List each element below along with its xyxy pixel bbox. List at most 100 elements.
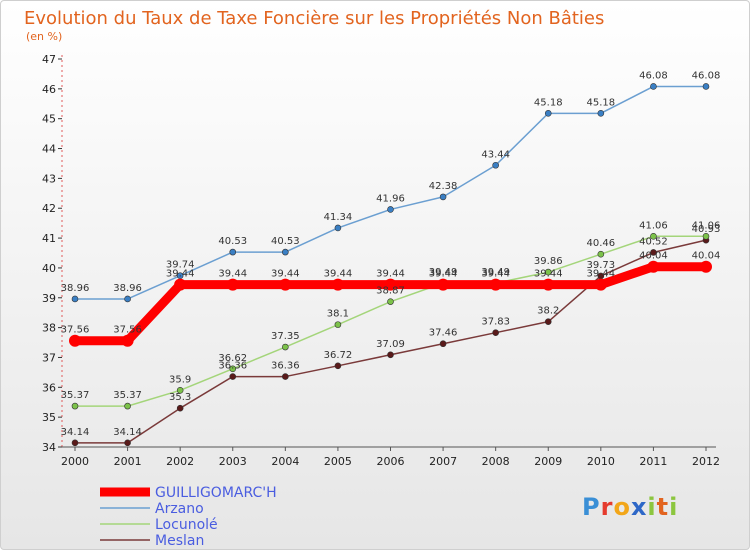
- data-point: [279, 278, 292, 291]
- data-label: 40.04: [639, 251, 668, 262]
- y-tick-label: 38: [42, 322, 56, 335]
- proxiti-logo: Proxiti: [582, 493, 677, 521]
- data-labels: 37.56 37.56 39.44 39.44 39.44 39.44 39.44 39.44…: [61, 70, 721, 437]
- data-label: 39.44: [429, 269, 458, 280]
- series-meslan: [71, 236, 710, 447]
- data-label: 37.35: [271, 331, 300, 342]
- legend-item: Meslan: [100, 533, 204, 549]
- data-label: 38.87: [376, 286, 405, 297]
- data-label: 35.37: [61, 390, 90, 401]
- data-point: [650, 83, 657, 90]
- data-label: 38.2: [537, 306, 559, 317]
- x-tick-label: 2005: [324, 455, 352, 468]
- y-tick-label: 39: [42, 292, 56, 305]
- data-label: 36.62: [218, 353, 247, 364]
- data-label: 34.14: [61, 427, 90, 438]
- data-point: [597, 110, 605, 117]
- x-tick-label: 2000: [61, 455, 89, 468]
- data-label: 41.34: [324, 212, 353, 223]
- data-point: [387, 298, 394, 305]
- data-label: 36.36: [271, 361, 300, 372]
- data-point: [439, 340, 447, 348]
- data-label: 38.96: [61, 283, 90, 294]
- data-point: [700, 260, 712, 273]
- legend-label: Arzano: [155, 501, 204, 517]
- x-tick-label: 2002: [166, 455, 194, 468]
- y-tick-label: 45: [42, 113, 56, 126]
- x-tick-label: 2011: [639, 455, 667, 468]
- data-label: 39.73: [587, 260, 616, 271]
- x-tick-label: 2004: [271, 455, 299, 468]
- data-point: [331, 278, 344, 291]
- x-tick-label: 2008: [482, 455, 510, 468]
- y-tick-label: 37: [42, 351, 56, 364]
- data-point: [229, 365, 237, 373]
- data-point: [69, 334, 81, 347]
- chart-subtitle: (en %): [26, 30, 62, 43]
- data-point: [489, 278, 502, 291]
- data-point: [647, 260, 660, 273]
- data-point: [71, 402, 79, 410]
- data-label: 35.37: [113, 390, 142, 401]
- axes: 34 35 36 37 38 39 40 41 42 43 44 45 46 47 2000 2001 2002…: [42, 53, 720, 468]
- data-point: [492, 329, 499, 336]
- data-point: [702, 83, 710, 90]
- data-label: 37.09: [376, 339, 405, 350]
- y-tick-label: 47: [42, 53, 56, 66]
- data-point: [282, 343, 289, 351]
- data-point: [282, 373, 289, 380]
- x-tick-label: 2006: [377, 455, 405, 468]
- y-tick-label: 42: [42, 202, 56, 215]
- x-tick-label: 2009: [534, 455, 562, 468]
- data-point: [594, 278, 607, 291]
- data-label: 39.44: [534, 269, 563, 280]
- data-label: 40.53: [271, 236, 300, 247]
- data-label: 36.36: [218, 361, 247, 372]
- data-point: [387, 206, 394, 213]
- y-tick-label: 41: [42, 232, 56, 245]
- legend-item: GUILLIGOMARC'H: [100, 485, 277, 501]
- data-point: [282, 248, 289, 256]
- data-label: 45.18: [534, 97, 563, 108]
- data-label: 39.44: [166, 269, 195, 280]
- data-label: 37.83: [481, 317, 510, 328]
- data-label: 41.06: [639, 220, 668, 231]
- data-label: 39.86: [534, 256, 563, 267]
- data-point: [544, 110, 552, 117]
- data-label: 39.44: [324, 269, 353, 280]
- data-label: 41.06: [692, 220, 721, 231]
- data-label: 40.93: [692, 224, 721, 235]
- data-label: 40.52: [639, 236, 668, 247]
- data-label: 42.38: [429, 181, 458, 192]
- data-point: [174, 278, 187, 291]
- legend-label: GUILLIGOMARC'H: [155, 485, 277, 501]
- series-guilligomarch: [69, 260, 712, 347]
- data-label: 38.1: [327, 309, 349, 320]
- legend-item: Locunolé: [100, 517, 218, 533]
- data-point: [176, 404, 184, 412]
- data-point: [544, 318, 552, 325]
- data-point: [542, 278, 555, 291]
- x-tick-label: 2003: [219, 455, 247, 468]
- data-label: 43.44: [481, 149, 510, 160]
- data-label: 39.49: [481, 267, 510, 278]
- data-label: 34.14: [113, 427, 142, 438]
- data-label: 39.44: [587, 269, 616, 280]
- series-lines: [69, 83, 712, 447]
- data-point: [439, 193, 447, 201]
- legend-label: Meslan: [155, 533, 204, 549]
- x-tick-label: 2001: [114, 455, 142, 468]
- legend-item: Arzano: [100, 501, 204, 517]
- data-label: 39.44: [271, 269, 300, 280]
- y-tick-label: 35: [42, 411, 56, 424]
- legend-label: Locunolé: [155, 517, 218, 533]
- data-label: 40.04: [692, 251, 721, 262]
- data-label: 35.9: [169, 374, 191, 385]
- data-label: 45.18: [587, 97, 616, 108]
- y-tick-label: 40: [42, 262, 56, 275]
- data-point: [650, 249, 657, 256]
- data-label: 39.44: [218, 269, 247, 280]
- y-tick-label: 36: [42, 381, 56, 394]
- data-label: 41.96: [376, 193, 405, 204]
